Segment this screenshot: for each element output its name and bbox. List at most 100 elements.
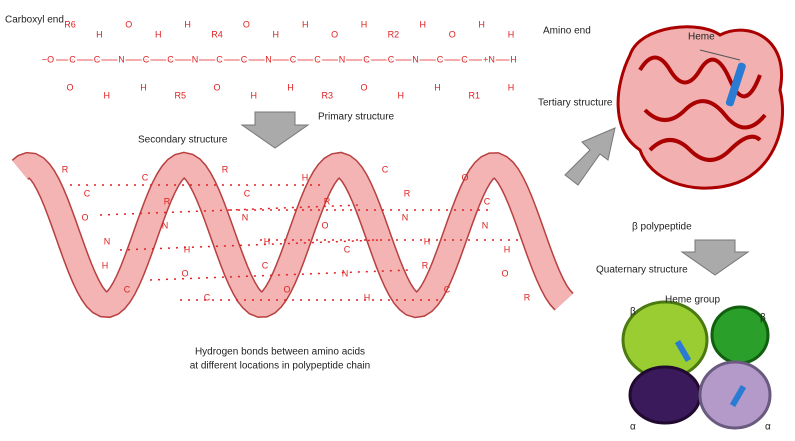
- tertiary-protein: [618, 27, 782, 188]
- atom: H: [508, 29, 515, 39]
- heme-label: Heme: [688, 32, 715, 43]
- atom: C: [244, 188, 251, 198]
- atom: O: [81, 212, 88, 222]
- atom: O: [501, 268, 508, 278]
- atom: H: [251, 90, 258, 100]
- down-arrow: [242, 112, 308, 148]
- atom: C: [290, 54, 297, 64]
- atom: C: [344, 244, 351, 254]
- atom: N: [342, 268, 349, 278]
- atom: H: [102, 260, 109, 270]
- atom: C: [388, 54, 395, 64]
- atom: H: [184, 244, 191, 254]
- subunit-label: α: [765, 422, 771, 433]
- atom: O: [181, 268, 188, 278]
- atom: H: [104, 90, 111, 100]
- atom: H: [273, 29, 280, 39]
- atom: R: [422, 260, 429, 270]
- atom: N: [162, 220, 169, 230]
- atom: C: [84, 188, 91, 198]
- quaternary-label: Quaternary structure: [596, 265, 688, 276]
- atom: C: [94, 54, 101, 64]
- atom: N: [402, 212, 409, 222]
- atom: H: [434, 82, 441, 92]
- atom: H: [302, 19, 309, 29]
- atom: H: [140, 82, 147, 92]
- alpha-subunit: [630, 367, 700, 423]
- atom: O: [283, 284, 290, 294]
- tertiary-label: Tertiary structure: [538, 98, 613, 109]
- atom: H: [287, 82, 294, 92]
- atom: C: [363, 54, 370, 64]
- hydrogen-bond: [120, 240, 380, 250]
- alpha-subunit: [700, 362, 770, 428]
- atom: O: [213, 82, 220, 92]
- atom: R6: [64, 19, 76, 29]
- atom: R: [164, 196, 171, 206]
- amino-label: Amino end: [543, 26, 591, 37]
- diagram: R C O N H C C R N H O C R C N H C O H R O C N H C R N H R C O C N H O R Car…: [0, 0, 795, 436]
- atom: H: [478, 19, 485, 29]
- atom: O: [461, 172, 468, 182]
- atom: H: [398, 90, 405, 100]
- atom: R: [324, 196, 331, 206]
- atom: N: [192, 54, 199, 64]
- atom: R3: [321, 90, 333, 100]
- atom: C: [124, 284, 131, 294]
- carboxyl-label: Carboxyl end: [5, 15, 64, 26]
- atom: R: [524, 292, 531, 302]
- atom: O: [360, 82, 367, 92]
- atom: H: [364, 292, 371, 302]
- atom: +N: [483, 54, 495, 64]
- heme-group-label: Heme group: [665, 295, 720, 306]
- atom: O: [243, 19, 250, 29]
- hbond-caption: Hydrogen bonds between amino acids: [195, 347, 365, 358]
- primary-label: Primary structure: [318, 112, 395, 123]
- atom: R4: [211, 29, 223, 39]
- atom: C: [204, 292, 211, 302]
- atom: N: [265, 54, 272, 64]
- atom: H: [420, 19, 427, 29]
- atom: H: [508, 82, 515, 92]
- secondary-label: Secondary structure: [138, 135, 228, 146]
- atom: H: [504, 244, 511, 254]
- atom: H: [361, 19, 368, 29]
- atom: R1: [468, 90, 480, 100]
- atom: N: [242, 212, 249, 222]
- atom: C: [484, 196, 491, 206]
- atom: C: [241, 54, 248, 64]
- atom: R: [62, 164, 69, 174]
- atom: N: [118, 54, 125, 64]
- beta-polypeptide-label: β polypeptide: [632, 222, 692, 233]
- atom: H: [155, 29, 162, 39]
- atom: C: [142, 172, 149, 182]
- atom: C: [437, 54, 444, 64]
- atom: R: [222, 164, 229, 174]
- atom: H: [302, 172, 309, 182]
- atom: O: [321, 220, 328, 230]
- atom: C: [262, 260, 269, 270]
- atom: C: [382, 164, 389, 174]
- atom: O: [66, 82, 73, 92]
- atom: C: [143, 54, 150, 64]
- atom: N: [482, 220, 489, 230]
- hbond-caption: at different locations in polypeptide ch…: [190, 361, 371, 372]
- subunit-label: β: [630, 307, 636, 318]
- atom: C: [167, 54, 174, 64]
- atom: R: [404, 188, 411, 198]
- atom: C: [314, 54, 321, 64]
- atom: N: [339, 54, 346, 64]
- subunit-label: β: [760, 313, 766, 324]
- atom: C: [69, 54, 76, 64]
- atom: C: [444, 284, 451, 294]
- atom: N: [412, 54, 419, 64]
- atom: C: [216, 54, 223, 64]
- atom: C: [461, 54, 468, 64]
- atom: H: [510, 54, 517, 64]
- down-arrow: [682, 240, 748, 275]
- atom: −O: [42, 54, 54, 64]
- atom: H: [264, 236, 271, 246]
- subunit-label: α: [630, 422, 636, 433]
- atom: N: [104, 236, 111, 246]
